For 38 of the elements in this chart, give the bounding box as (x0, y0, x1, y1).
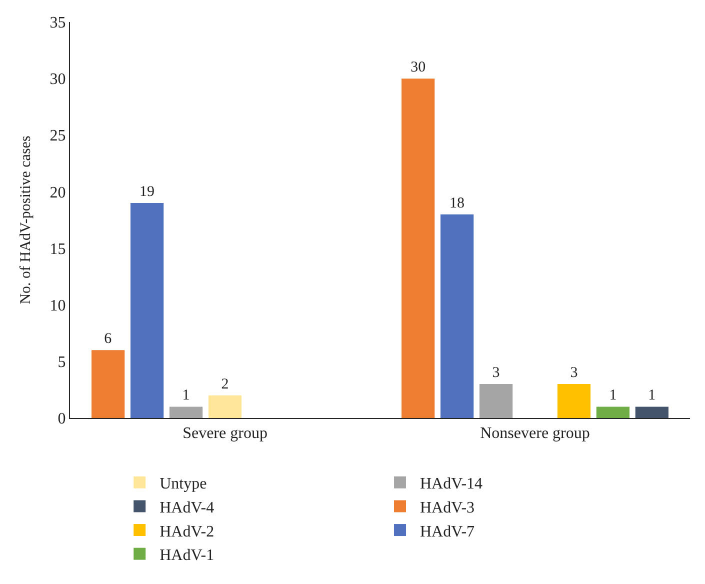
legend-label: Untype (160, 476, 207, 493)
y-tick-label: 10 (50, 297, 66, 314)
y-tick-label: 0 (58, 410, 66, 428)
bar (208, 395, 242, 418)
y-tick-label: 5 (58, 354, 66, 372)
legend-label: HAdV-4 (160, 499, 214, 516)
data-label: 30 (410, 60, 426, 76)
data-label: 2 (221, 376, 229, 392)
bar (635, 406, 668, 418)
bar (92, 350, 125, 418)
y-tick-label: 20 (50, 184, 66, 202)
legend-label: HAdV-14 (420, 476, 483, 493)
data-label: 6 (104, 331, 112, 348)
bar (402, 78, 435, 418)
bar (169, 406, 203, 418)
data-label: 1 (609, 388, 617, 404)
bar (130, 203, 164, 418)
legend-label: HAdV-2 (160, 523, 214, 540)
x-tick-label: Nonsevere group (480, 425, 590, 442)
y-tick-label: 25 (50, 128, 66, 145)
data-label: 18 (450, 195, 465, 212)
bar (596, 406, 630, 418)
data-label: 3 (492, 365, 500, 382)
y-tick-label: 15 (50, 240, 66, 258)
y-tick-label: 30 (50, 71, 66, 88)
x-tick-label: Severe group (182, 425, 268, 442)
y-axis-title: No. of HAdV-positive cases (18, 136, 34, 304)
data-label: 19 (140, 184, 155, 200)
bar (440, 214, 474, 418)
data-label: 1 (182, 388, 190, 404)
legend-label: HAdV-7 (420, 523, 475, 540)
y-tick-label: 35 (50, 14, 66, 32)
data-label: 1 (648, 388, 656, 404)
bar (557, 384, 591, 418)
bar (479, 384, 513, 418)
legend-label: HAdV-3 (420, 499, 475, 516)
legend-label: HAdV-1 (160, 547, 214, 564)
data-label: 3 (570, 365, 578, 382)
